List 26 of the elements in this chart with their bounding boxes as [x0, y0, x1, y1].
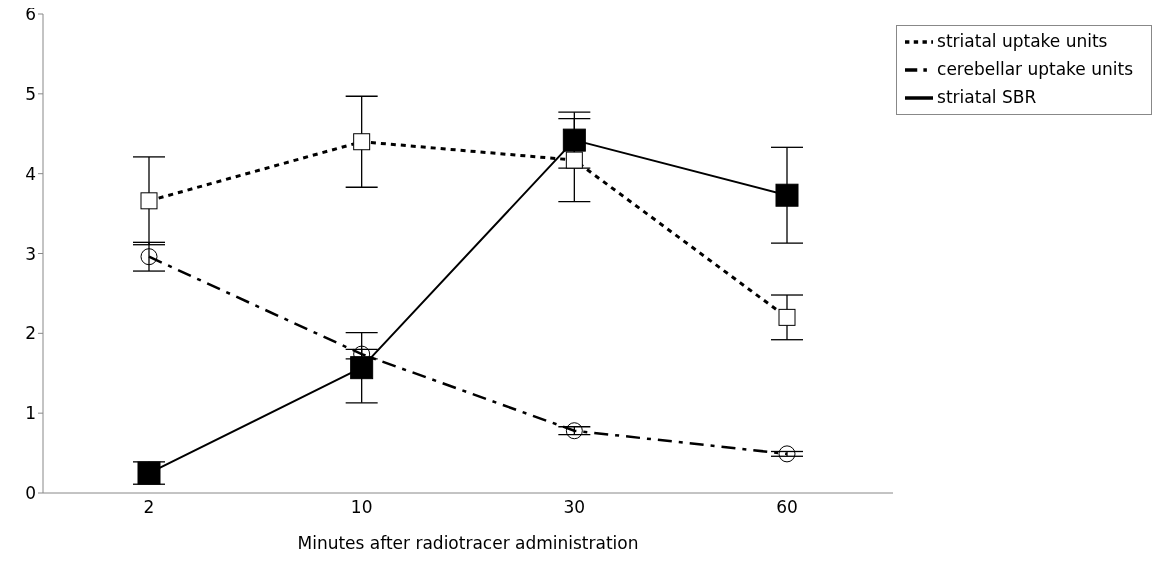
y-tick-label: 3 [25, 243, 36, 264]
y-tick-label: 1 [25, 403, 36, 424]
legend-label: striatal SBR [937, 87, 1037, 107]
point [140, 192, 158, 210]
y-tick-label: 4 [25, 163, 36, 184]
y-tick-label: 6 [25, 4, 36, 25]
x-tick-label: 10 [350, 497, 373, 518]
legend-label: striatal uptake units [937, 31, 1108, 51]
point [565, 151, 583, 169]
x-tick-label: 2 [143, 497, 155, 518]
point [137, 461, 161, 485]
legend-label: cerebellar uptake units [937, 59, 1133, 79]
point [565, 422, 583, 440]
x-tick-label: 60 [776, 497, 798, 518]
x-axis-title: Minutes after radiotracer administration [297, 533, 639, 553]
point [353, 133, 371, 151]
x-tick-label: 30 [563, 497, 586, 518]
point [778, 308, 796, 326]
y-tick-label: 2 [25, 323, 36, 344]
point [350, 356, 374, 380]
point [562, 128, 586, 152]
point [775, 183, 799, 207]
point [778, 445, 796, 463]
y-tick-label: 5 [25, 83, 36, 104]
y-tick-label: 0 [25, 483, 36, 504]
point [140, 248, 158, 266]
